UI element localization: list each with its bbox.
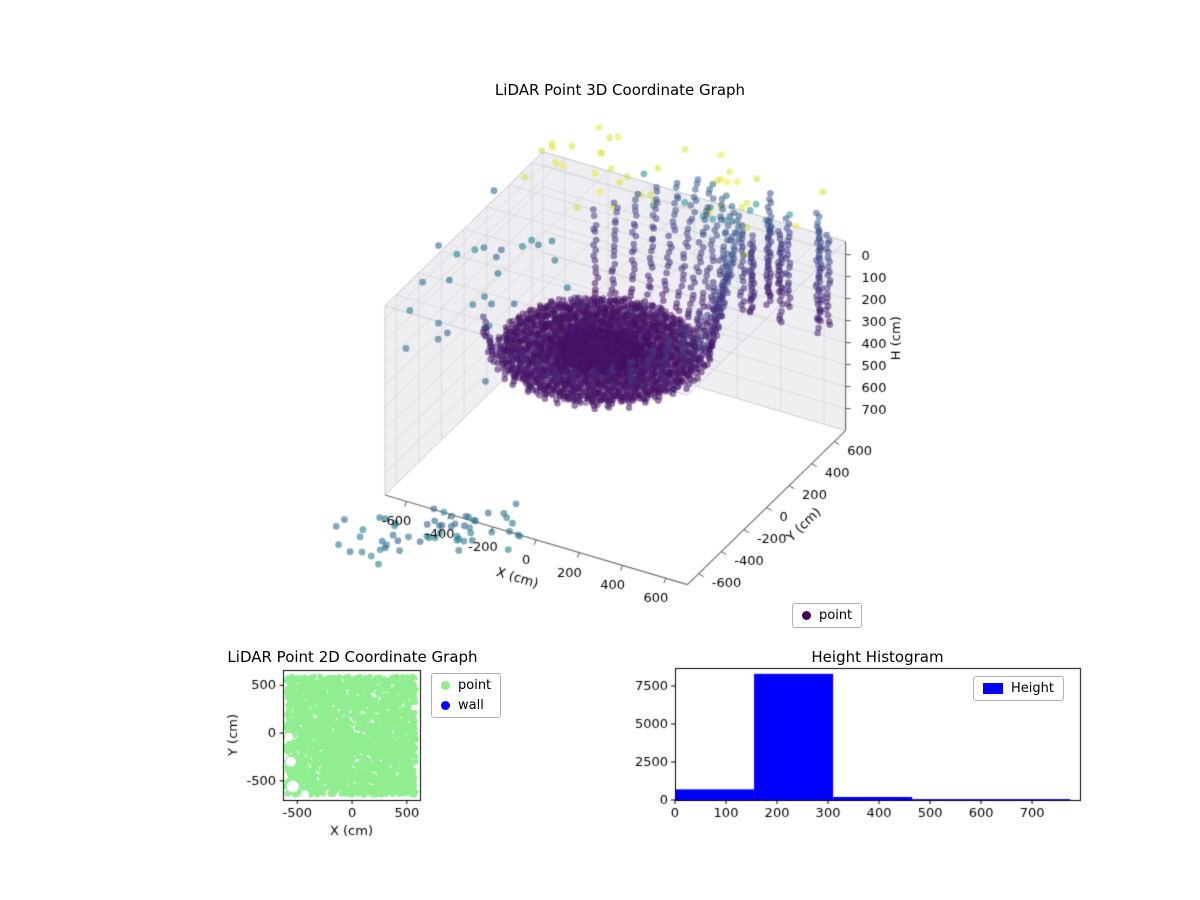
legend-label-point: point [458,678,492,693]
point-marker-icon [441,681,450,690]
plot3d-legend: point [792,603,863,628]
plot3d-title: LiDAR Point 3D Coordinate Graph [494,81,746,99]
legend-item-point: point [802,608,852,623]
legend-label-wall: wall [458,698,484,713]
histogram-canvas [620,640,1100,855]
legend-item-height: Height [983,681,1054,696]
plot2d-legend: point wall [431,673,502,718]
legend-item-point: point [441,678,491,693]
wall-marker-icon [441,701,450,710]
plot2d-canvas [215,640,465,855]
legend-label-point: point [819,608,853,623]
plot3d-canvas [290,95,950,655]
height-marker-icon [983,683,1003,694]
legend-label-height: Height [1011,681,1054,696]
point-marker-icon [802,611,811,620]
legend-item-wall: wall [441,698,491,713]
histogram-legend: Height [973,676,1064,701]
